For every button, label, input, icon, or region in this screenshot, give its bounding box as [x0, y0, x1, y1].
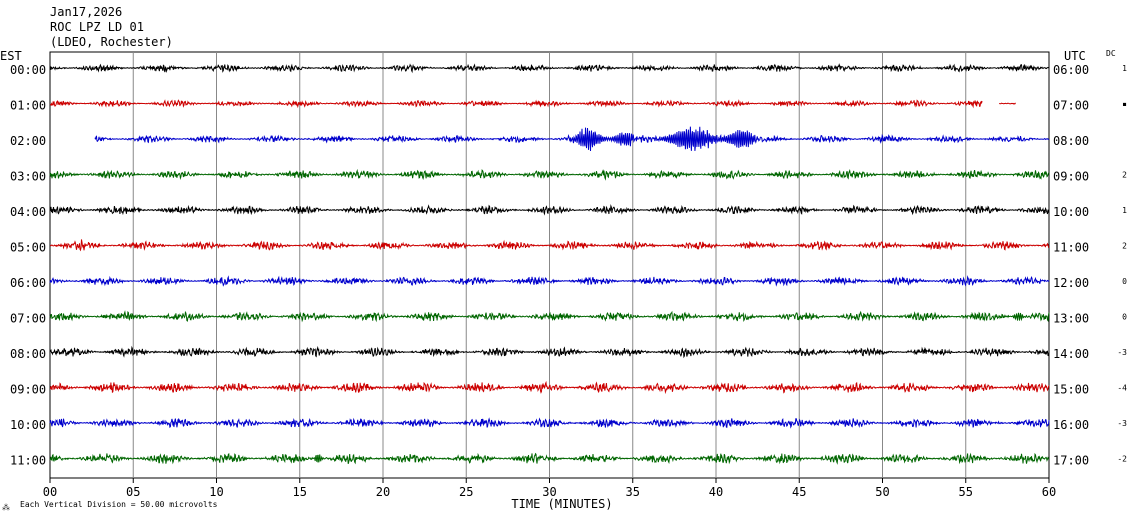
dc-value: -3: [1117, 419, 1127, 428]
x-tick-label: 45: [792, 485, 806, 499]
x-tick-label: 05: [126, 485, 140, 499]
dc-value: 2: [1122, 171, 1127, 180]
x-axis-ticks: 00 05 10 15 20 25 30 35 40 45 50 55 60: [43, 478, 1056, 499]
utc-hour-label: 17:00: [1053, 454, 1089, 468]
dc-value: 0: [1122, 277, 1127, 286]
right-axis-title: UTC: [1064, 49, 1086, 63]
x-tick-label: 10: [209, 485, 223, 499]
utc-hour-label: 16:00: [1053, 418, 1089, 432]
x-tick-label: 00: [43, 485, 57, 499]
x-tick-label: 35: [626, 485, 640, 499]
utc-hour-label: 10:00: [1053, 205, 1089, 219]
dc-value: 1: [1122, 206, 1127, 215]
utc-hour-label: 12:00: [1053, 276, 1089, 290]
utc-hour-label: 08:00: [1053, 134, 1089, 148]
dc-value: -2: [1117, 455, 1127, 464]
est-hour-label: 00:00: [10, 63, 46, 77]
est-hour-label: 02:00: [10, 134, 46, 148]
left-axis-title: EST: [0, 49, 22, 63]
header-network: (LDEO, Rochester): [50, 35, 173, 49]
est-labels: 00:00 01:00 02:00 03:00 04:00 05:00 06:00 07:00…: [10, 63, 46, 468]
vertical-grid: [133, 52, 966, 478]
dc-value: 1: [1122, 64, 1127, 73]
seismic-trace: [95, 127, 1049, 151]
x-tick-label: 55: [959, 485, 973, 499]
est-hour-label: 05:00: [10, 241, 46, 255]
utc-hour-label: 07:00: [1053, 99, 1089, 113]
dc-column-title: DC: [1106, 49, 1116, 58]
seismic-trace: [50, 100, 1016, 106]
est-hour-label: 08:00: [10, 347, 46, 361]
est-hour-label: 01:00: [10, 99, 46, 113]
dc-values: 1 ▪ 2 1 2 0 0 -3 -4 -3 -2: [1117, 64, 1127, 464]
header-date: Jan17,2026: [50, 5, 122, 19]
est-hour-label: 10:00: [10, 418, 46, 432]
utc-hour-label: 09:00: [1053, 170, 1089, 184]
x-axis-label: TIME (MINUTES): [511, 497, 612, 511]
footer-symbol: ⁂: [2, 503, 10, 512]
utc-hour-label: 11:00: [1053, 241, 1089, 255]
est-hour-label: 04:00: [10, 205, 46, 219]
header-station: ROC LPZ LD 01: [50, 20, 144, 34]
footer-scale-text: Each Vertical Division = 50.00 microvolt…: [20, 500, 218, 509]
dc-value: 0: [1122, 313, 1127, 322]
x-tick-label: 20: [376, 485, 390, 499]
dc-value: -3: [1117, 348, 1127, 357]
est-hour-label: 11:00: [10, 454, 46, 468]
utc-hour-label: 06:00: [1053, 63, 1089, 77]
x-tick-label: 40: [709, 485, 723, 499]
x-tick-label: 50: [875, 485, 889, 499]
utc-hour-label: 13:00: [1053, 312, 1089, 326]
dc-value: -4: [1117, 384, 1127, 393]
est-hour-label: 06:00: [10, 276, 46, 290]
est-hour-label: 07:00: [10, 312, 46, 326]
x-tick-label: 60: [1042, 485, 1056, 499]
utc-hour-label: 15:00: [1053, 383, 1089, 397]
est-hour-label: 03:00: [10, 170, 46, 184]
dc-value: 2: [1122, 242, 1127, 251]
utc-labels: 06:00 07:00 08:00 09:00 10:00 11:00 12:00 13:00…: [1053, 63, 1089, 468]
est-hour-label: 09:00: [10, 383, 46, 397]
x-tick-label: 25: [459, 485, 473, 499]
utc-hour-label: 14:00: [1053, 347, 1089, 361]
x-tick-label: 15: [293, 485, 307, 499]
dc-value: ▪: [1122, 100, 1127, 109]
